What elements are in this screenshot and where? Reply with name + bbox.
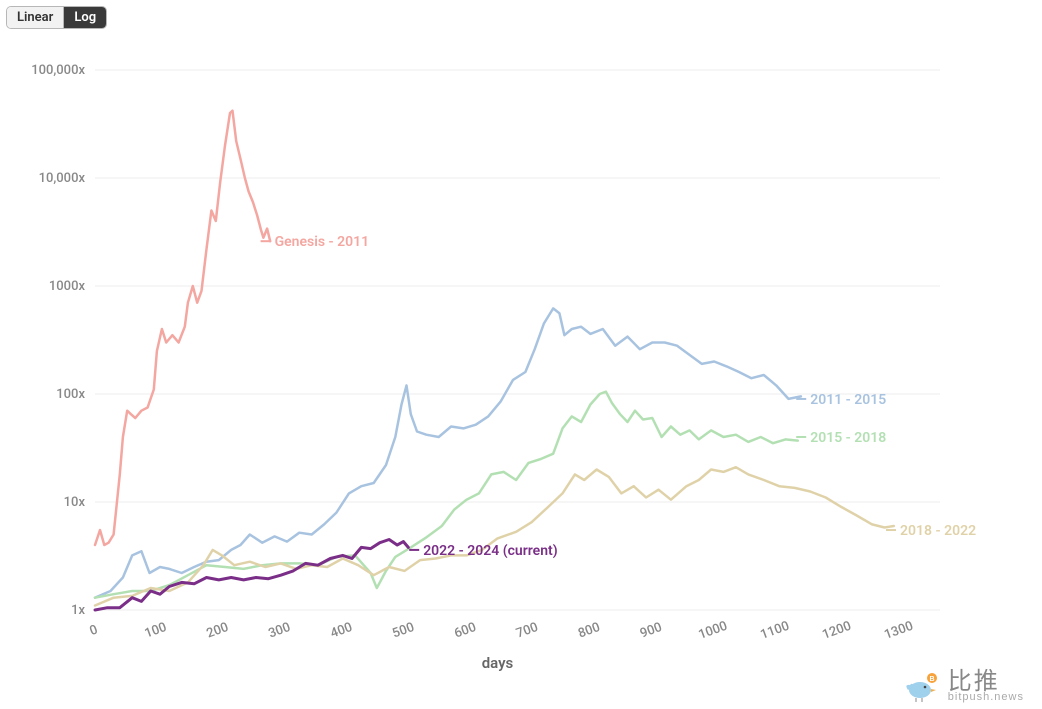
- series-genesis: [95, 111, 270, 545]
- chart-svg: 1x 10x 100x 1000x 10,000x 100,000x 0 100 200 300 4…: [0, 40, 1042, 680]
- x-axis-label: days: [482, 654, 514, 672]
- x-tick-label: 800: [576, 620, 602, 642]
- series-label-genesis: Genesis - 2011: [275, 234, 370, 250]
- y-tick-label: 100,000x: [31, 63, 85, 78]
- x-tick-label: 700: [514, 620, 540, 642]
- x-tick-label: 900: [638, 620, 664, 642]
- x-tick-label: 400: [329, 620, 355, 642]
- x-tick-label: 1100: [759, 619, 792, 643]
- x-tick-label: 1200: [820, 619, 853, 643]
- series-label-c2018: 2018 - 2022: [900, 523, 976, 539]
- linear-button[interactable]: Linear: [7, 7, 63, 28]
- series-label-c2022: 2022 - 2024 (current): [423, 543, 558, 559]
- y-tick-label: 100x: [56, 387, 85, 402]
- x-tick-label: 200: [205, 620, 231, 642]
- series-label-c2015: 2015 - 2018: [810, 430, 886, 446]
- x-tick-label: 0: [88, 622, 100, 639]
- y-tick-label: 1x: [71, 603, 85, 618]
- svg-text:B: B: [929, 676, 934, 683]
- x-tick-label: 1000: [697, 619, 730, 643]
- x-tick-label: 100: [143, 620, 169, 642]
- x-tick-label: 300: [267, 620, 293, 642]
- y-tick-label: 10x: [64, 495, 86, 510]
- brand-watermark: B 比推 bitpush.news: [902, 669, 1024, 703]
- brand-sub: bitpush.news: [948, 691, 1024, 703]
- x-tick-label: 1300: [882, 619, 915, 643]
- series-c2022: [95, 540, 408, 611]
- series-c2018: [95, 467, 894, 605]
- log-button[interactable]: Log: [63, 7, 106, 28]
- scale-toggle[interactable]: Linear Log: [6, 6, 107, 29]
- x-tick-label: 500: [390, 620, 416, 642]
- series-label-c2011: 2011 - 2015: [810, 392, 886, 408]
- y-tick-label: 10,000x: [39, 171, 86, 186]
- chart: 1x 10x 100x 1000x 10,000x 100,000x 0 100 200 300 4…: [0, 40, 1042, 680]
- y-tick-label: 1000x: [49, 279, 86, 294]
- x-tick-label: 600: [452, 620, 478, 642]
- bird-icon: B: [902, 670, 940, 702]
